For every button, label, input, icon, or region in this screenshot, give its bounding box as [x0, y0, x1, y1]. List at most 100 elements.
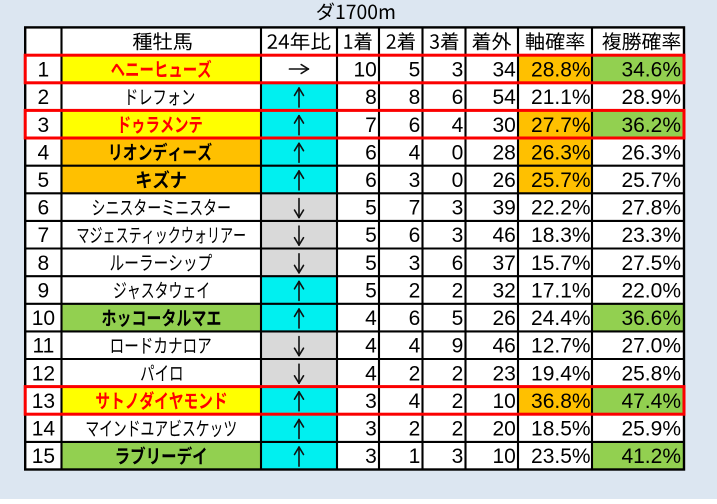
svg-text:6: 6: [409, 224, 421, 247]
svg-text:4: 4: [409, 335, 421, 358]
svg-text:6: 6: [365, 169, 377, 192]
svg-text:54: 54: [492, 86, 516, 109]
svg-text:46: 46: [492, 224, 515, 247]
svg-text:17.1%: 17.1%: [531, 280, 591, 303]
svg-text:5: 5: [409, 59, 421, 82]
svg-text:22.0%: 22.0%: [621, 280, 681, 303]
svg-text:4: 4: [38, 141, 50, 164]
svg-text:3: 3: [409, 169, 421, 192]
svg-text:22.2%: 22.2%: [531, 197, 591, 220]
svg-text:37: 37: [492, 252, 515, 275]
svg-text:4: 4: [365, 362, 377, 385]
svg-text:32: 32: [492, 280, 515, 303]
svg-text:5: 5: [365, 280, 377, 303]
svg-text:34.6%: 34.6%: [621, 59, 681, 82]
svg-text:27.8%: 27.8%: [621, 197, 681, 220]
svg-text:27.0%: 27.0%: [621, 335, 681, 358]
svg-text:20: 20: [492, 418, 515, 441]
svg-text:26: 26: [492, 307, 515, 330]
svg-text:3: 3: [38, 114, 50, 137]
svg-text:2: 2: [409, 280, 421, 303]
svg-text:4: 4: [365, 307, 377, 330]
svg-text:34: 34: [492, 59, 516, 82]
svg-text:13: 13: [32, 390, 55, 413]
svg-text:6: 6: [38, 197, 50, 220]
svg-text:6: 6: [365, 141, 377, 164]
svg-text:1: 1: [38, 59, 50, 82]
svg-text:46: 46: [492, 335, 515, 358]
svg-text:3: 3: [452, 445, 464, 468]
svg-text:14: 14: [32, 418, 56, 441]
svg-text:6: 6: [452, 86, 464, 109]
svg-text:25.8%: 25.8%: [621, 362, 681, 385]
svg-text:6: 6: [409, 307, 421, 330]
svg-text:26: 26: [492, 169, 515, 192]
svg-text:1: 1: [409, 445, 421, 468]
svg-text:18.5%: 18.5%: [531, 418, 591, 441]
svg-text:3: 3: [409, 252, 421, 275]
svg-text:27.5%: 27.5%: [621, 252, 681, 275]
svg-text:25.9%: 25.9%: [621, 418, 681, 441]
svg-text:11: 11: [32, 335, 54, 358]
svg-text:24.4%: 24.4%: [531, 307, 591, 330]
svg-text:47.4%: 47.4%: [621, 390, 681, 413]
svg-text:12.7%: 12.7%: [531, 335, 591, 358]
svg-text:7: 7: [38, 224, 50, 247]
svg-text:2: 2: [38, 86, 50, 109]
svg-text:5: 5: [365, 252, 377, 275]
svg-text:25.7%: 25.7%: [531, 169, 591, 192]
svg-text:19.4%: 19.4%: [531, 362, 591, 385]
svg-text:4: 4: [409, 390, 421, 413]
svg-text:9: 9: [452, 335, 464, 358]
svg-text:2: 2: [452, 280, 464, 303]
svg-text:4: 4: [409, 141, 421, 164]
svg-text:36.6%: 36.6%: [621, 307, 681, 330]
svg-text:15.7%: 15.7%: [531, 252, 591, 275]
svg-text:26.3%: 26.3%: [531, 141, 591, 164]
svg-text:23.5%: 23.5%: [531, 445, 591, 468]
svg-text:10: 10: [492, 390, 515, 413]
svg-text:23: 23: [492, 362, 515, 385]
svg-text:4: 4: [452, 114, 464, 137]
svg-text:3: 3: [452, 197, 464, 220]
svg-text:2: 2: [452, 362, 464, 385]
svg-text:2: 2: [409, 418, 421, 441]
svg-text:3: 3: [365, 418, 377, 441]
svg-text:3: 3: [452, 224, 464, 247]
svg-text:8: 8: [38, 252, 50, 275]
svg-text:2: 2: [409, 362, 421, 385]
svg-text:28.8%: 28.8%: [531, 59, 591, 82]
svg-text:41.2%: 41.2%: [621, 445, 681, 468]
svg-text:5: 5: [452, 307, 464, 330]
svg-text:5: 5: [365, 197, 377, 220]
svg-text:15: 15: [32, 445, 55, 468]
svg-text:3: 3: [365, 445, 377, 468]
svg-text:18.3%: 18.3%: [531, 224, 591, 247]
svg-text:0: 0: [452, 141, 464, 164]
svg-text:39: 39: [492, 197, 515, 220]
svg-text:23.3%: 23.3%: [621, 224, 681, 247]
svg-text:7: 7: [409, 197, 421, 220]
svg-text:10: 10: [492, 445, 515, 468]
svg-text:28: 28: [492, 141, 515, 164]
svg-text:4: 4: [365, 335, 377, 358]
svg-text:10: 10: [353, 59, 376, 82]
svg-text:36.8%: 36.8%: [531, 390, 591, 413]
svg-text:0: 0: [452, 169, 464, 192]
svg-text:7: 7: [365, 114, 377, 137]
svg-text:12: 12: [32, 362, 55, 385]
svg-text:5: 5: [38, 169, 50, 192]
svg-text:28.9%: 28.9%: [621, 86, 681, 109]
svg-text:10: 10: [32, 307, 55, 330]
svg-text:8: 8: [365, 86, 377, 109]
svg-text:25.7%: 25.7%: [621, 169, 681, 192]
svg-text:27.7%: 27.7%: [531, 114, 591, 137]
svg-text:6: 6: [452, 252, 464, 275]
svg-text:2: 2: [452, 390, 464, 413]
svg-text:30: 30: [492, 114, 515, 137]
svg-text:3: 3: [452, 59, 464, 82]
svg-text:5: 5: [365, 224, 377, 247]
svg-text:36.2%: 36.2%: [621, 114, 681, 137]
svg-text:3: 3: [365, 390, 377, 413]
svg-text:21.1%: 21.1%: [531, 86, 591, 109]
